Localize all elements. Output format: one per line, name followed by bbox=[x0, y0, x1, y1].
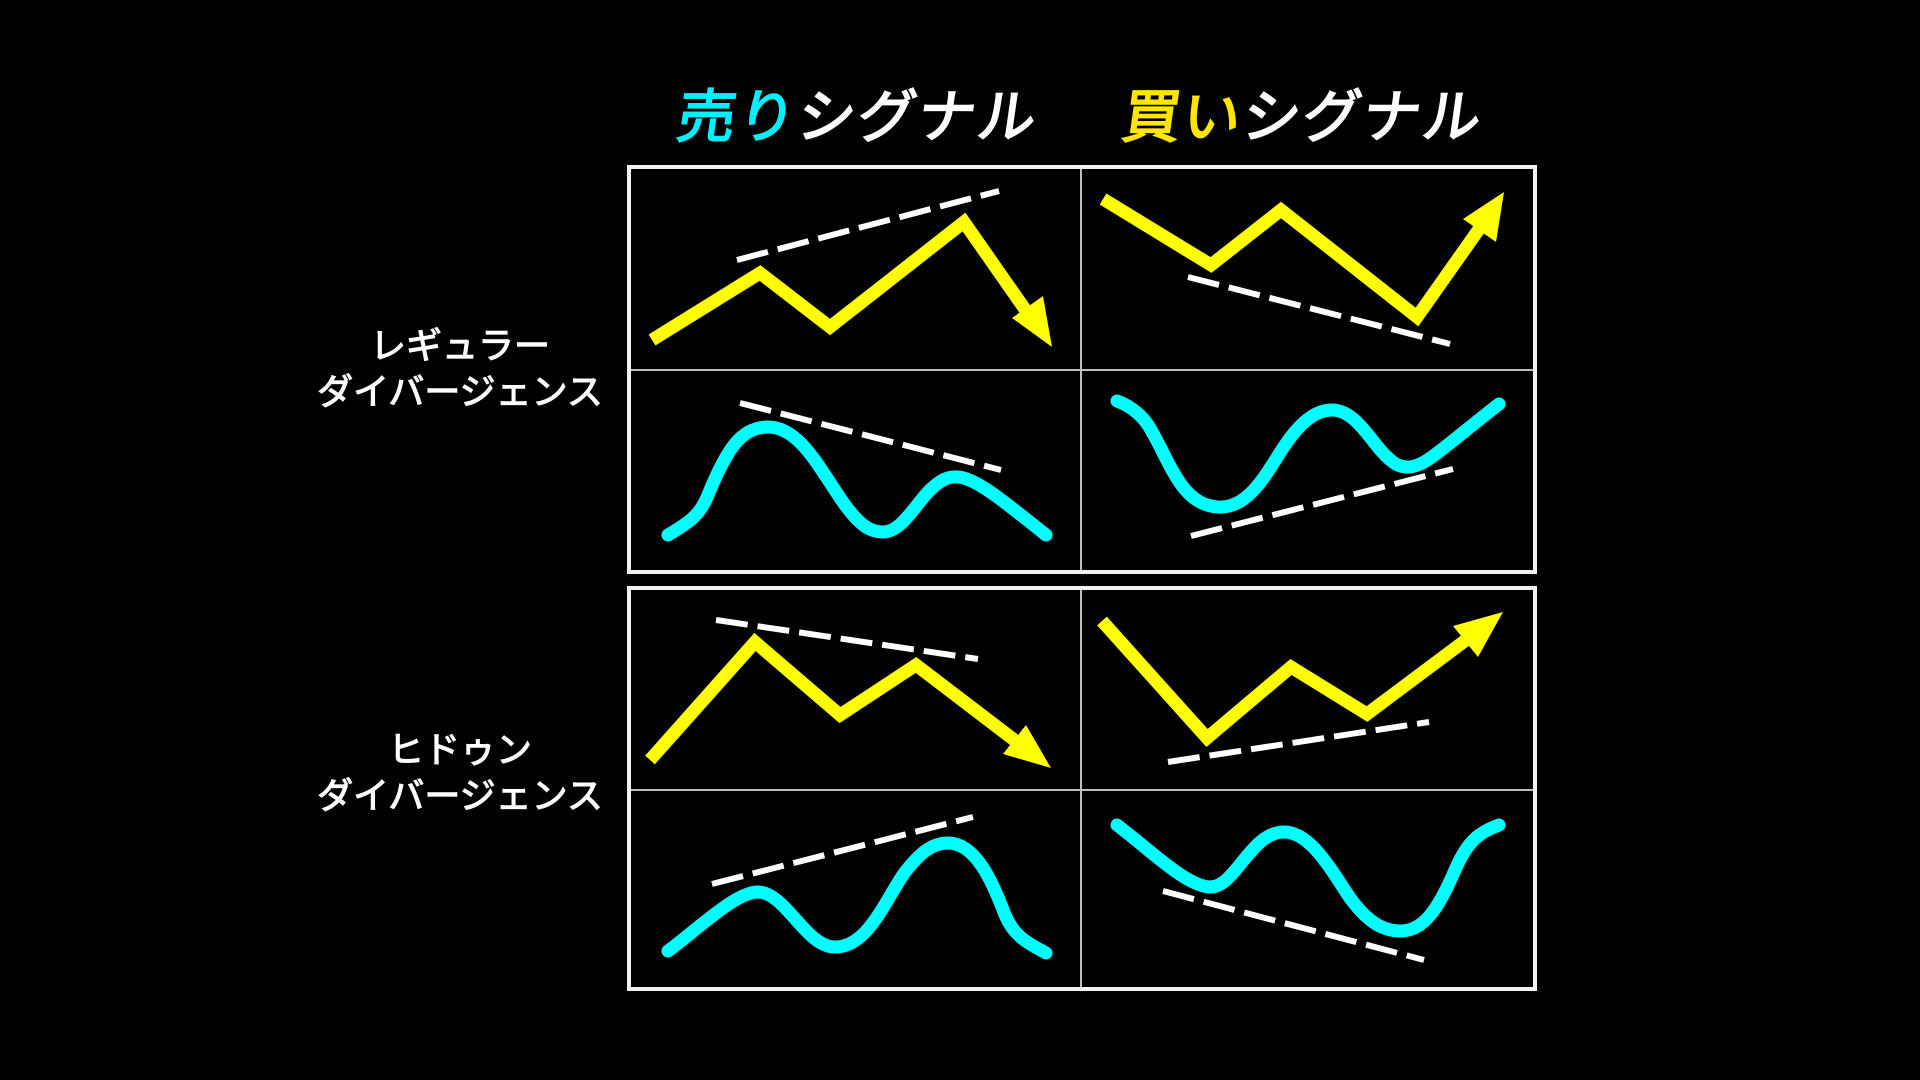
regular-divergence-label: レギュラー ダイバージェンス bbox=[290, 324, 630, 416]
trend-dash-line bbox=[736, 188, 1000, 263]
arrow-down-icon bbox=[1012, 296, 1052, 347]
regular-buy-indicator-panel bbox=[1110, 394, 1506, 539]
regular-label-line2: ダイバージェンス bbox=[317, 372, 603, 413]
price-zigzag-line bbox=[645, 632, 1034, 765]
hidden-label-line2: ダイバージェンス bbox=[317, 776, 603, 817]
regular-label-line1: レギュラー bbox=[369, 326, 550, 367]
trend-dash-line bbox=[715, 617, 979, 662]
regular-buy-price-panel bbox=[1099, 192, 1504, 347]
arrow-down-icon bbox=[1003, 725, 1051, 768]
trend-dash-line bbox=[1167, 719, 1430, 765]
hidden-row-divider bbox=[631, 789, 1533, 791]
price-zigzag-line bbox=[648, 212, 1037, 346]
arrow-up-icon bbox=[1463, 192, 1504, 242]
price-zigzag-line bbox=[1097, 616, 1486, 748]
oscillator-wave-line bbox=[661, 420, 1053, 542]
price-zigzag-line bbox=[1099, 193, 1490, 327]
hidden-sell-indicator-panel bbox=[661, 814, 1053, 960]
hidden-column-divider bbox=[1080, 590, 1082, 987]
trend-dash-line bbox=[739, 400, 1002, 473]
oscillator-wave-line bbox=[1110, 818, 1506, 938]
trend-dash-line bbox=[1187, 274, 1451, 347]
regular-row-divider bbox=[631, 369, 1533, 371]
hidden-sell-price-panel bbox=[645, 617, 1051, 768]
oscillator-wave-line bbox=[1110, 394, 1506, 514]
hidden-buy-indicator-panel bbox=[1110, 818, 1506, 963]
oscillator-wave-line bbox=[661, 836, 1053, 960]
hidden-label-line1: ヒドゥン bbox=[387, 730, 532, 771]
regular-divergence-frame bbox=[627, 165, 1537, 574]
hidden-buy-price-panel bbox=[1097, 612, 1503, 765]
regular-sell-indicator-panel bbox=[661, 400, 1053, 542]
arrow-up-icon bbox=[1453, 612, 1503, 657]
hidden-divergence-frame bbox=[627, 586, 1537, 991]
trend-dash-line bbox=[1190, 466, 1454, 539]
trend-dash-line bbox=[711, 814, 974, 887]
trend-dash-line bbox=[1162, 888, 1425, 963]
hidden-divergence-label: ヒドゥン ダイバージェンス bbox=[290, 728, 630, 820]
regular-sell-price-panel bbox=[648, 188, 1052, 347]
